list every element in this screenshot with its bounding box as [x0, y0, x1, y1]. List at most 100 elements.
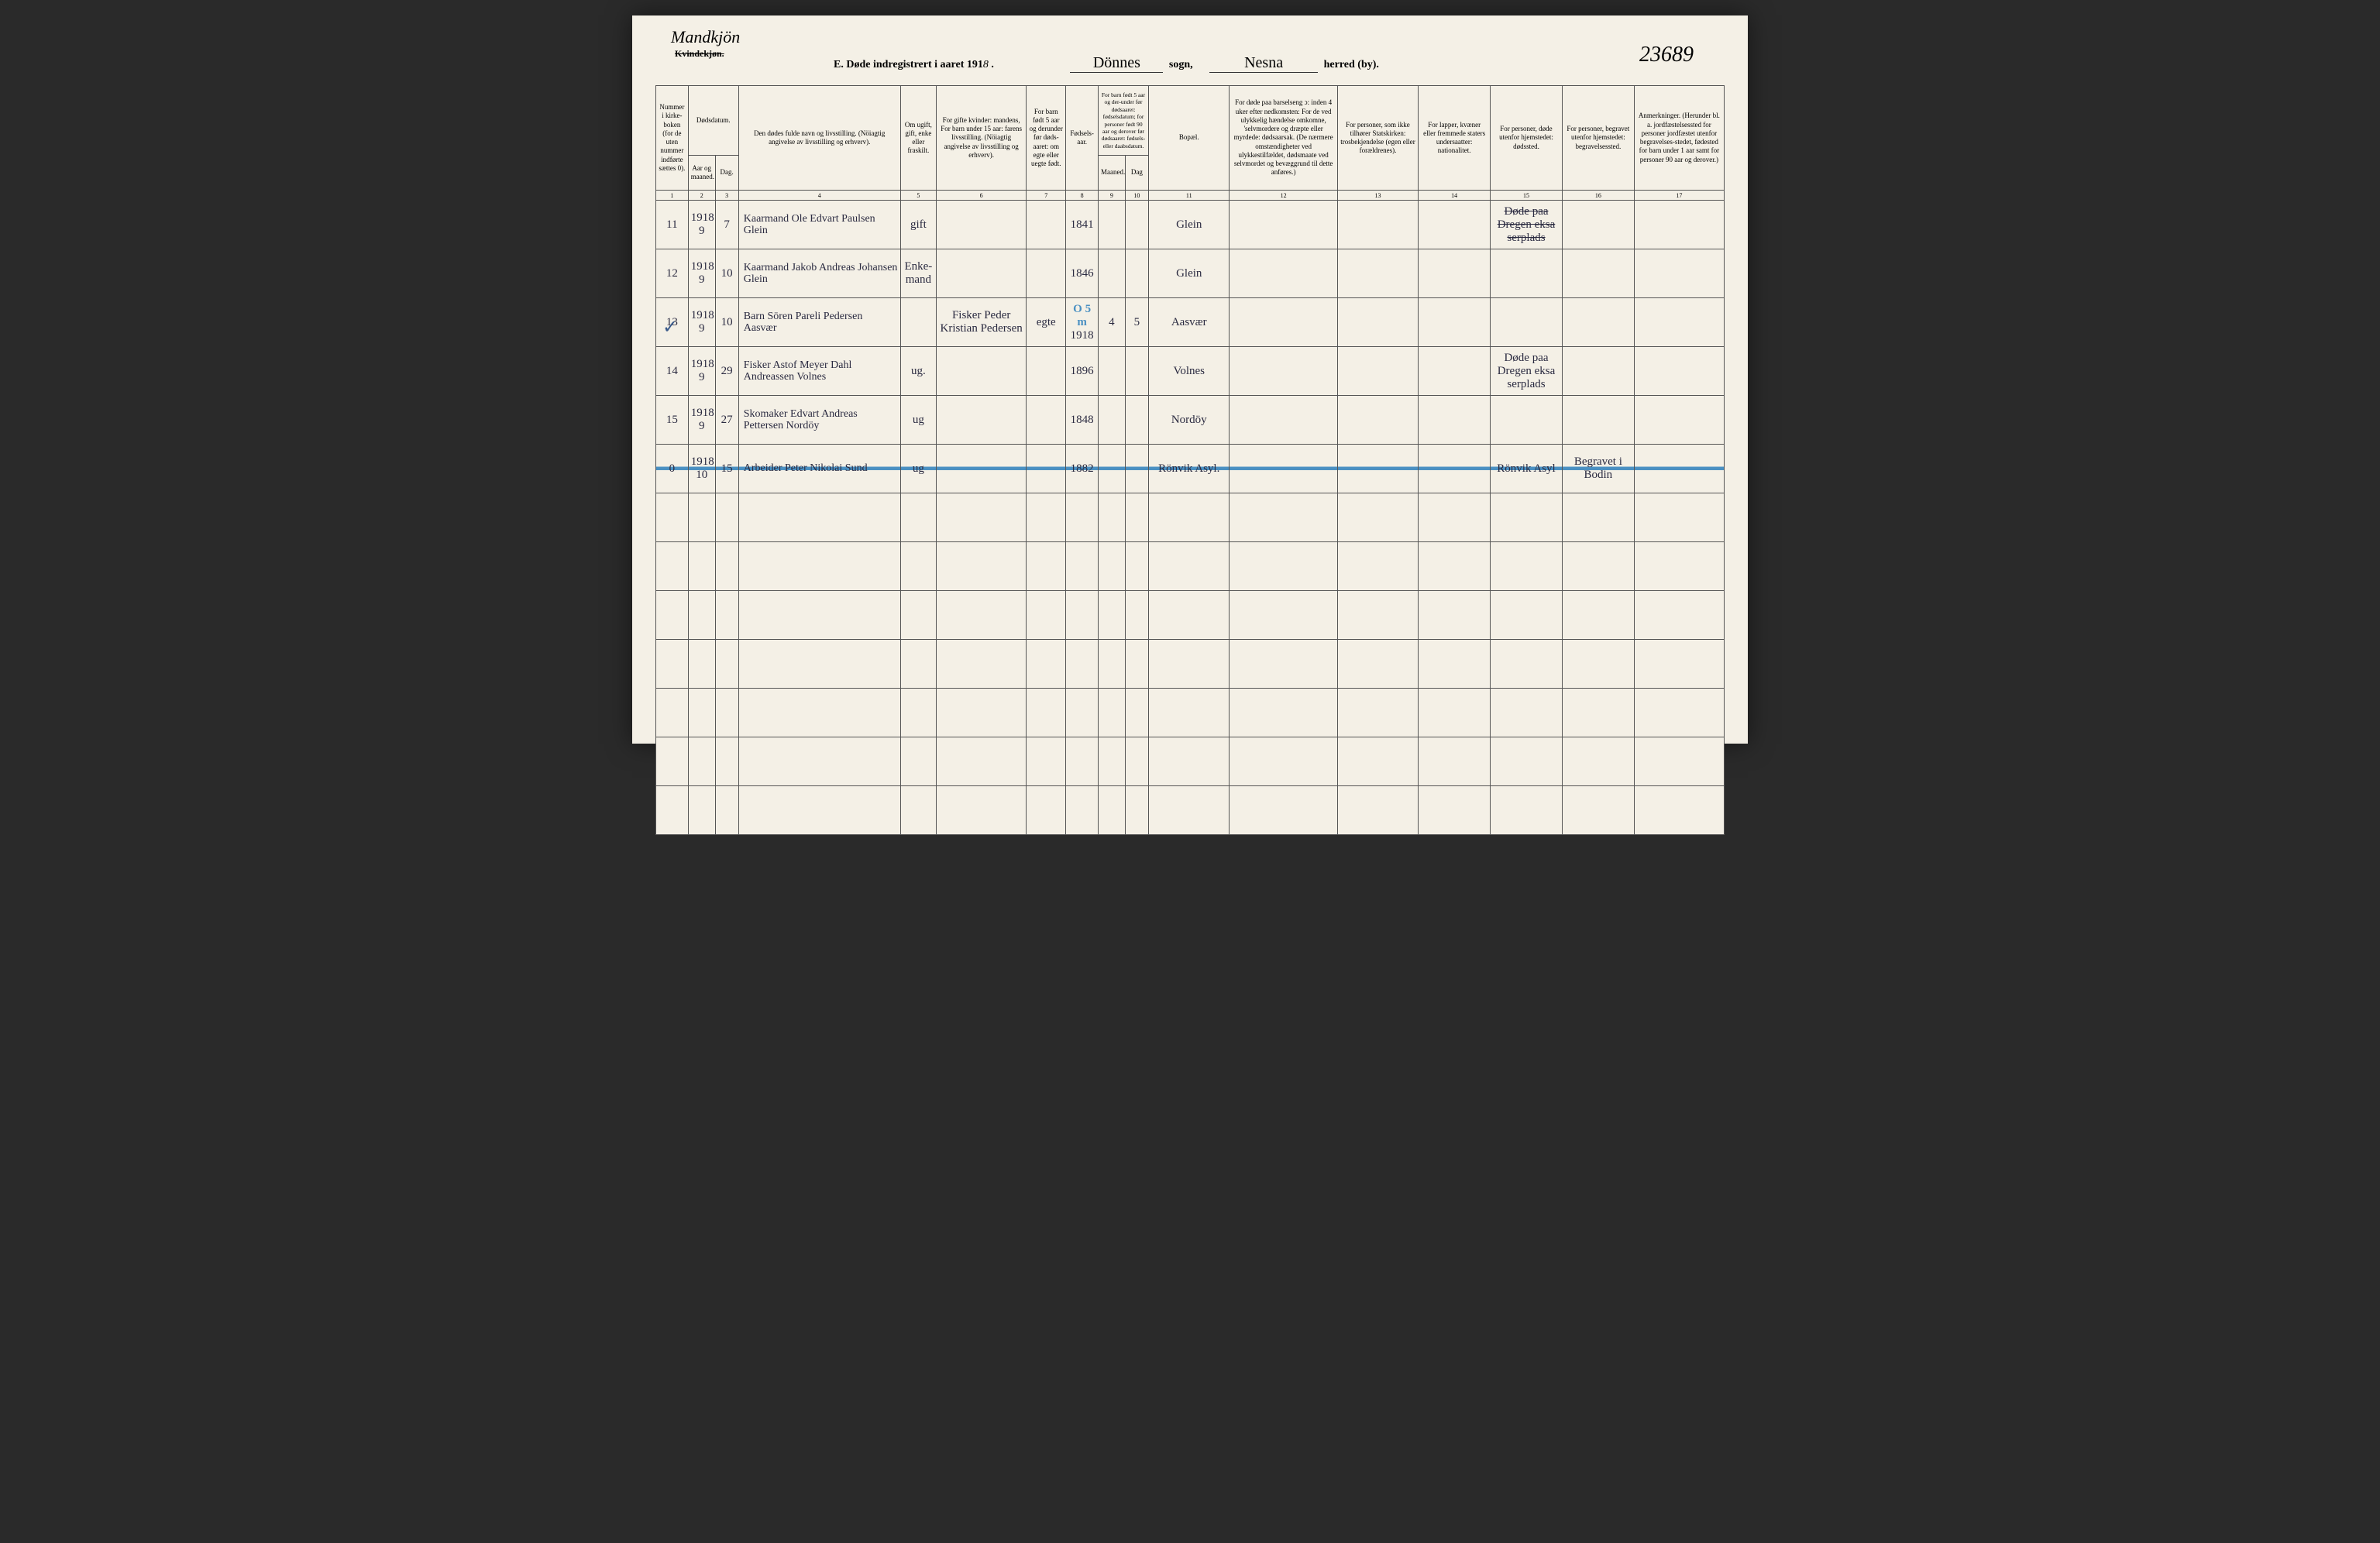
col-header: For barn født 5 aar og derunder før døds…	[1027, 86, 1066, 191]
cell-empty	[1099, 737, 1126, 786]
cell-empty	[1099, 493, 1126, 542]
col-subheader: Maaned.	[1099, 156, 1126, 191]
cell	[1230, 347, 1337, 396]
cell-empty	[715, 689, 738, 737]
cell-empty	[656, 689, 689, 737]
cell-empty	[1125, 591, 1148, 640]
col-header: For personer, begravet utenfor hjemstede…	[1562, 86, 1634, 191]
cell: Begravet i Bodin	[1562, 445, 1634, 493]
cell	[1027, 201, 1066, 249]
cell	[1337, 445, 1418, 493]
cell	[1419, 249, 1491, 298]
cell-empty	[1066, 640, 1099, 689]
cell	[1027, 445, 1066, 493]
cell: Barn Sören Pareli Pedersen Aasvær	[738, 298, 900, 347]
cell-empty	[1230, 591, 1337, 640]
cell	[1125, 347, 1148, 396]
cell: 10	[715, 298, 738, 347]
cell	[1419, 201, 1491, 249]
cell-empty	[1066, 737, 1099, 786]
cell-empty	[1230, 493, 1337, 542]
register-page: Mandkjön Kvindekjøn. E. Døde indregistre…	[632, 15, 1748, 744]
table-row-empty	[656, 689, 1725, 737]
col-number: 16	[1562, 191, 1634, 201]
cell-empty	[937, 689, 1027, 737]
cell: 191810	[688, 445, 715, 493]
cell	[937, 445, 1027, 493]
cell-empty	[1027, 786, 1066, 835]
cell-empty	[1634, 591, 1724, 640]
cell-empty	[1419, 493, 1491, 542]
cell: 5	[1125, 298, 1148, 347]
gender-label: Mandkjön	[671, 27, 740, 47]
cell: Fisker Peder Kristian Pedersen	[937, 298, 1027, 347]
cell-empty	[1491, 689, 1563, 737]
cell-empty	[738, 640, 900, 689]
cell: Skomaker Edvart Andreas Pettersen Nordöy	[738, 396, 900, 445]
table-row: 151918927Skomaker Edvart Andreas Petters…	[656, 396, 1725, 445]
cell-empty	[1099, 542, 1126, 591]
cell	[1230, 445, 1337, 493]
cell-empty	[1149, 493, 1230, 542]
col-number: 17	[1634, 191, 1724, 201]
cell	[1634, 201, 1724, 249]
cell-empty	[1491, 493, 1563, 542]
register-table: Nummer i kirke-boken (for de uten nummer…	[655, 85, 1725, 835]
col-number: 12	[1230, 191, 1337, 201]
cell	[1337, 298, 1418, 347]
year-suffix: 8	[983, 59, 989, 70]
cell-empty	[656, 591, 689, 640]
col-header: For barn født 5 aar og der-under før død…	[1099, 86, 1149, 156]
cell: 1841	[1066, 201, 1099, 249]
col-number: 8	[1066, 191, 1099, 201]
table-row-empty	[656, 591, 1725, 640]
cell: 15	[656, 396, 689, 445]
cell: 29	[715, 347, 738, 396]
cell: Kaarmand Ole Edvart Paulsen Glein	[738, 201, 900, 249]
table-row-empty	[656, 737, 1725, 786]
cell-empty	[1562, 786, 1634, 835]
cell-empty	[900, 689, 936, 737]
cell-empty	[1066, 542, 1099, 591]
cell-empty	[738, 591, 900, 640]
cell: Arbeider Peter Nikolai Sund	[738, 445, 900, 493]
cell-empty	[1125, 640, 1148, 689]
cell-empty	[1337, 737, 1418, 786]
cell-empty	[1419, 786, 1491, 835]
cell-empty	[1230, 689, 1337, 737]
cell	[1562, 249, 1634, 298]
cell	[1337, 347, 1418, 396]
cell-empty	[1099, 591, 1126, 640]
cell	[937, 201, 1027, 249]
cell: Kaarmand Jakob Andreas Johansen Glein	[738, 249, 900, 298]
cell-empty	[1634, 542, 1724, 591]
col-header: Anmerkninger. (Herunder bl. a. jordfæste…	[1634, 86, 1724, 191]
col-header: Den dødes fulde navn og livsstilling. (N…	[738, 86, 900, 191]
col-header: Nummer i kirke-boken (for de uten nummer…	[656, 86, 689, 191]
cell	[1099, 201, 1126, 249]
col-number: 2	[688, 191, 715, 201]
cell-empty	[1125, 493, 1148, 542]
cell: 19189	[688, 396, 715, 445]
cell	[1230, 201, 1337, 249]
cell-empty	[1634, 786, 1724, 835]
cell-empty	[937, 786, 1027, 835]
cell-empty	[900, 591, 936, 640]
cell-empty	[1149, 591, 1230, 640]
title-prefix: E. Døde indregistrert i aaret 191	[834, 59, 983, 70]
cell: Døde paa Dregen eksa serplads	[1491, 347, 1563, 396]
cell-empty	[937, 542, 1027, 591]
cell-empty	[1562, 640, 1634, 689]
cell	[1562, 298, 1634, 347]
col-header: Om ugift, gift, enke eller fraskilt.	[900, 86, 936, 191]
cell-empty	[1066, 689, 1099, 737]
cell	[1027, 396, 1066, 445]
herred-label: herred (by).	[1324, 59, 1379, 70]
cell	[1491, 396, 1563, 445]
cell	[1125, 249, 1148, 298]
cell-empty	[1027, 542, 1066, 591]
cell-empty	[1066, 591, 1099, 640]
cell	[1099, 396, 1126, 445]
table-body: 11191897Kaarmand Ole Edvart Paulsen Glei…	[656, 201, 1725, 835]
cell	[1027, 249, 1066, 298]
